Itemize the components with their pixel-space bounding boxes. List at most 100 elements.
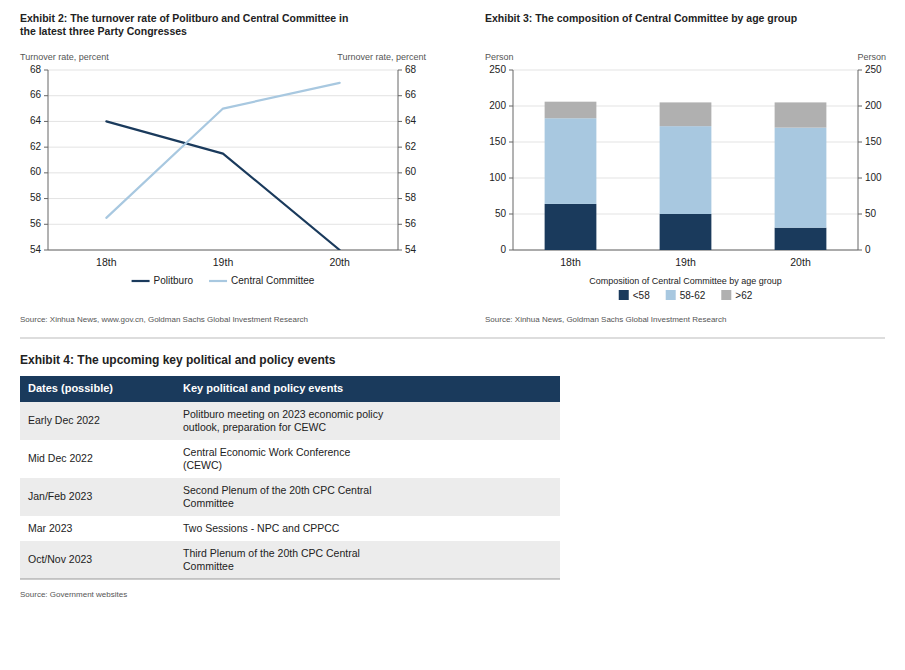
y-tick-label: 56	[30, 218, 42, 229]
y2-tick-label: 150	[865, 136, 882, 147]
y2-tick	[398, 147, 402, 148]
x-tick-label: 18th	[560, 256, 581, 268]
source-note: Source: Xinhua News, Goldman Sachs Globa…	[485, 315, 726, 324]
source-note: Source: Xinhua News, www.gov.cn, Goldman…	[20, 315, 308, 324]
chart-bar: Exhibit 3: The composition of Central Co…	[485, 12, 886, 324]
y-axis-line	[48, 70, 49, 250]
y2-tick-label: 200	[865, 100, 882, 111]
y2-axis-line	[398, 70, 399, 250]
table-bottom-rule	[20, 579, 560, 580]
y-tick-label: 60	[30, 166, 42, 177]
y2-tick-label: 64	[405, 115, 417, 126]
y2-tick-label: 56	[405, 218, 417, 229]
y-tick-label: 50	[495, 208, 507, 219]
background	[0, 0, 905, 670]
separator	[20, 338, 885, 339]
y2-axis-label: Turnover rate, percent	[337, 52, 426, 62]
grid-line	[513, 70, 858, 71]
y-axis-line	[513, 70, 514, 250]
y2-tick-label: 58	[405, 192, 417, 203]
legend-label: Central Committee	[231, 275, 315, 286]
plot-area	[106, 83, 339, 250]
y-tick	[509, 142, 513, 143]
x-tick-label: 19th	[675, 256, 696, 268]
figure: Exhibit 2: The turnover rate of Politbur…	[0, 0, 905, 670]
legend-item: <58	[619, 290, 650, 301]
y2-tick-label: 54	[405, 244, 417, 255]
y2-tick	[858, 70, 862, 71]
legend-item: Central Committee	[209, 275, 315, 286]
y-tick-label: 62	[30, 141, 42, 152]
y-tick	[44, 121, 48, 122]
x-axis-line	[48, 250, 398, 251]
y2-tick	[398, 172, 402, 173]
y2-axis-label: Person	[857, 52, 886, 62]
y-tick	[44, 224, 48, 225]
y-axis-label: Turnover rate, percent	[20, 52, 109, 62]
y2-axis-line	[858, 70, 859, 250]
y2-tick	[858, 214, 862, 215]
grid-line	[48, 250, 398, 251]
bar-segment	[775, 228, 827, 250]
table-cell: Central Economic Work Conference(CEWC)	[183, 445, 350, 470]
y2-tick	[858, 178, 862, 179]
grid-line	[48, 198, 398, 199]
table-cell: Mar 2023	[28, 521, 73, 533]
chart-title: Exhibit 2: The turnover rate of Politbur…	[20, 12, 348, 37]
y-tick	[44, 95, 48, 96]
table-header: Dates (possible)	[28, 382, 113, 394]
table-row-bg	[20, 402, 560, 440]
y-tick-label: 150	[489, 136, 506, 147]
table-cell: Two Sessions - NPC and CPPCC	[183, 521, 340, 533]
y2-tick	[858, 250, 862, 251]
y-axis-label: Person	[485, 52, 514, 62]
legend-swatch	[666, 290, 676, 300]
table-cell: Mid Dec 2022	[28, 452, 93, 464]
legend-label: 58-62	[680, 290, 706, 301]
x-tick-label: 19th	[213, 256, 234, 268]
y-tick	[509, 214, 513, 215]
y-tick-label: 200	[489, 100, 506, 111]
bar-segment	[545, 204, 597, 250]
legend-swatch	[132, 280, 150, 282]
y2-tick	[398, 224, 402, 225]
y2-tick	[398, 250, 402, 251]
grid-line	[48, 147, 398, 148]
plot-area	[545, 102, 827, 250]
y-tick	[509, 106, 513, 107]
grid-line	[48, 70, 398, 71]
table-cell: Jan/Feb 2023	[28, 490, 92, 502]
source-note: Source: Government websites	[20, 590, 127, 599]
x-tick-label: 20th	[329, 256, 350, 268]
table-cell: Oct/Nov 2023	[28, 553, 92, 565]
y-tick	[509, 250, 513, 251]
y2-tick-label: 0	[865, 244, 871, 255]
y-tick	[509, 178, 513, 179]
legend-item: >62	[721, 290, 752, 301]
y2-tick-label: 60	[405, 166, 417, 177]
table-row-bg	[20, 440, 560, 478]
y-tick-label: 58	[30, 192, 42, 203]
legend-item: 58-62	[666, 290, 706, 301]
y2-tick	[398, 95, 402, 96]
bar-segment	[775, 128, 827, 228]
y-tick	[44, 250, 48, 251]
y-tick-label: 0	[500, 244, 506, 255]
chart-title: Exhibit 3: The composition of Central Co…	[485, 12, 797, 24]
y-tick-label: 250	[489, 64, 506, 75]
table: Exhibit 4: The upcoming key political an…	[20, 353, 560, 599]
legend-swatch	[721, 290, 731, 300]
table-header-bg	[20, 376, 560, 402]
legend-swatch	[619, 290, 629, 300]
bar-segment	[660, 126, 712, 214]
y2-tick-label: 68	[405, 64, 417, 75]
y2-tick	[398, 121, 402, 122]
legend-label: Politburo	[154, 275, 194, 286]
table-cell: Politburo meeting on 2023 economic polic…	[183, 407, 384, 432]
table-row-bg	[20, 478, 560, 516]
y-tick	[509, 70, 513, 71]
x-tick-label: 18th	[96, 256, 117, 268]
legend-item: Politburo	[132, 275, 194, 286]
y2-tick-label: 100	[865, 172, 882, 183]
grid-line	[48, 224, 398, 225]
